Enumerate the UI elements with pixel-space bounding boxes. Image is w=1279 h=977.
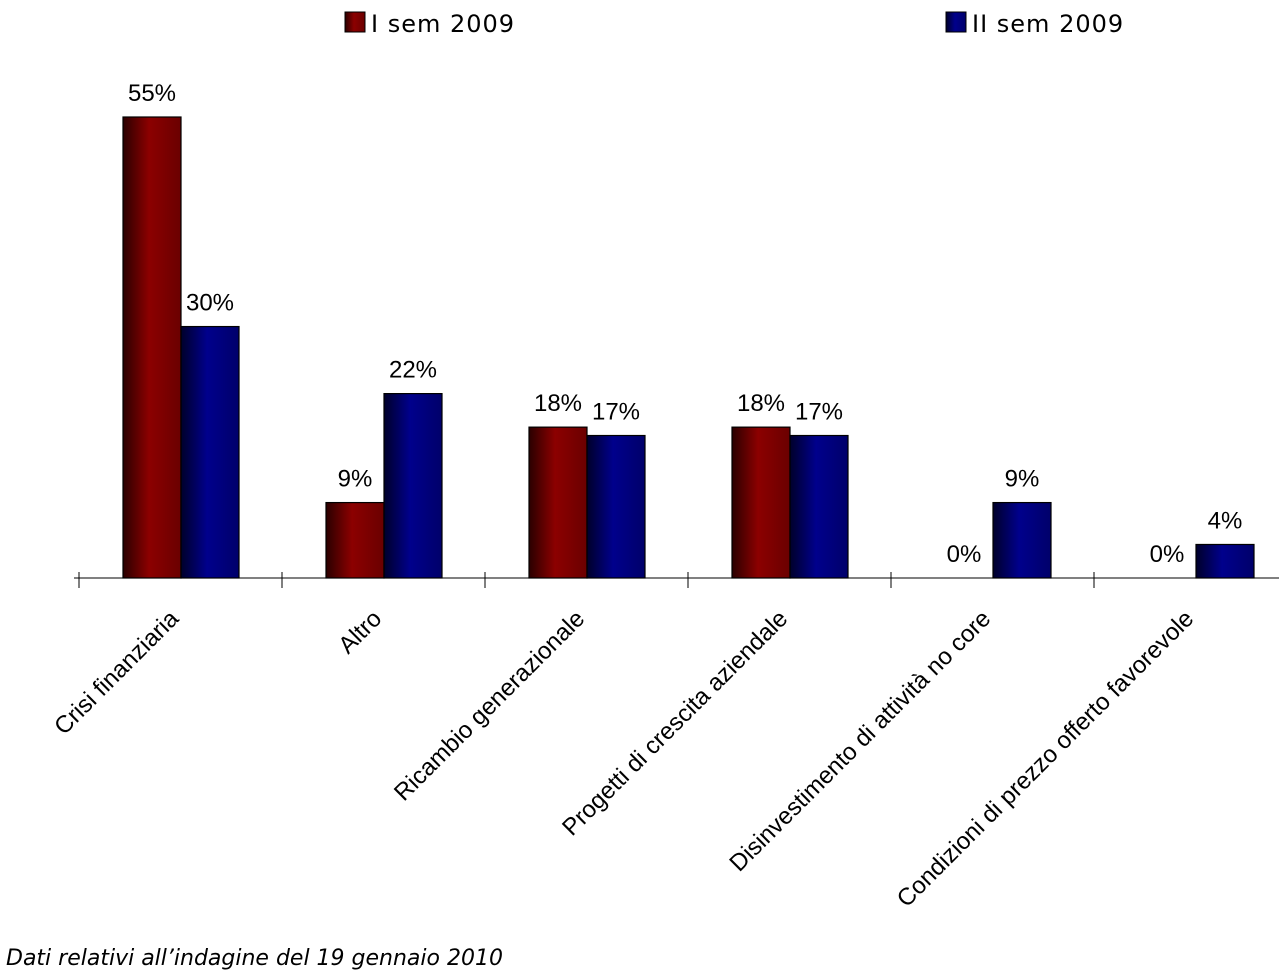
category-label-1: Altro xyxy=(333,605,387,659)
bar-ii-sem-4 xyxy=(992,501,1052,579)
category-labels: Crisi finanziaria Altro Ricambio generazio… xyxy=(49,605,1199,913)
bar-i-sem-1 xyxy=(325,501,385,579)
data-label-ii-sem-4: 9% xyxy=(1005,466,1040,493)
legend-label-ii-sem: II sem 2009 xyxy=(972,10,1124,38)
category-label-3: Progetti di crescita aziendale xyxy=(557,605,793,841)
bar-ii-sem-0 xyxy=(180,325,240,579)
data-label-i-sem-2: 18% xyxy=(534,390,582,417)
legend-label-i-sem: I sem 2009 xyxy=(371,10,515,38)
bar-i-sem-0 xyxy=(122,116,182,579)
data-label-ii-sem-3: 17% xyxy=(795,399,843,426)
data-label-i-sem-1: 9% xyxy=(338,466,373,493)
legend: I sem 2009 II sem 2009 xyxy=(344,10,1124,38)
legend-swatch-ii-sem xyxy=(945,11,967,33)
bar-ii-sem-3 xyxy=(789,434,849,579)
data-label-i-sem-3: 18% xyxy=(737,390,785,417)
bar-i-sem-2 xyxy=(528,426,588,579)
bar-ii-sem-1 xyxy=(383,393,443,579)
bar-ii-sem-2 xyxy=(586,434,646,579)
legend-swatch-i-sem xyxy=(344,11,366,33)
data-label-i-sem-5: 0% xyxy=(1150,541,1185,568)
x-axis xyxy=(74,572,1279,588)
data-label-ii-sem-0: 30% xyxy=(186,290,234,317)
category-label-0: Crisi finanziaria xyxy=(49,605,185,741)
bars-group xyxy=(122,116,1255,579)
data-label-ii-sem-5: 4% xyxy=(1208,507,1243,534)
data-label-ii-sem-2: 17% xyxy=(592,399,640,426)
bar-ii-sem-5 xyxy=(1195,543,1255,579)
category-label-2: Ricambio generazionale xyxy=(389,605,590,806)
data-label-i-sem-0: 55% xyxy=(128,80,176,107)
data-label-ii-sem-1: 22% xyxy=(389,357,437,384)
data-label-i-sem-4: 0% xyxy=(947,541,982,568)
bar-i-sem-3 xyxy=(731,426,791,579)
data-labels: 55% 30% 9% 22% 18% 17% 18% 17% 0% 9% 0% 4% xyxy=(128,80,1242,568)
footnote: Dati relativi all’indagine del 19 gennai… xyxy=(6,946,503,971)
